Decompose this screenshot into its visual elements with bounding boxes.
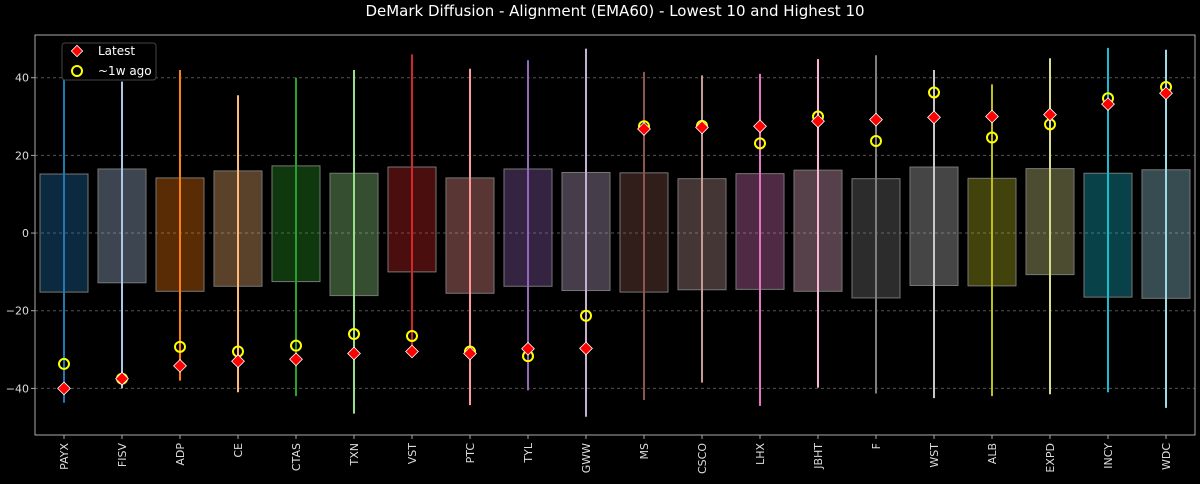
x-tick-label: CTAS: [290, 443, 303, 471]
latest-marker-F: [869, 112, 883, 127]
latest-marker-INCY: [1101, 97, 1115, 112]
latest-marker-TXN: [347, 346, 361, 361]
markers: [57, 81, 1173, 396]
legend-label-latest: Latest: [98, 44, 135, 58]
x-tick-label: GWW: [580, 443, 593, 473]
x-tick-label: PAYX: [58, 443, 71, 470]
week-ago-marker-WST: [928, 86, 940, 99]
y-tick-label: −40: [6, 382, 29, 395]
week-ago-marker-GWW: [580, 309, 592, 322]
latest-marker-ADP: [173, 358, 187, 373]
legend-diamond-icon: [70, 44, 84, 58]
week-ago-marker-VST: [406, 329, 418, 342]
x-tick-label: WDC: [1160, 443, 1173, 470]
x-tick-label: TYL: [522, 442, 535, 463]
latest-marker-PAYX: [57, 381, 71, 396]
legend-circle-icon: [71, 65, 83, 77]
latest-marker-CTAS: [289, 352, 303, 367]
y-tick-label: 20: [15, 149, 29, 162]
x-tick-label: CSCO: [696, 443, 709, 474]
latest-marker-PTC: [463, 346, 477, 361]
latest-marker-WST: [927, 110, 941, 125]
legend-frame: [61, 42, 157, 81]
week-ago-marker-TXN: [348, 328, 360, 341]
latest-marker-JBHT: [811, 114, 825, 129]
latest-marker-CSCO: [695, 120, 709, 135]
x-tick-label: TXN: [348, 443, 361, 466]
latest-marker-MS: [637, 122, 651, 136]
x-tick-label: JBHT: [812, 443, 825, 470]
latest-marker-GWW: [579, 341, 593, 356]
week-ago-marker-ADP: [174, 340, 186, 353]
latest-marker-TYL: [521, 341, 535, 356]
plot-frame: [34, 34, 1196, 436]
latest-marker-CE: [231, 354, 245, 369]
week-ago-marker-ALB: [986, 131, 998, 144]
week-ago-marker-CTAS: [290, 339, 302, 352]
x-tick-label: EXPD: [1044, 443, 1057, 473]
x-tick-label: ALB: [986, 443, 999, 464]
week-ago-marker-LHX: [754, 137, 766, 150]
boxes: [39, 47, 1191, 417]
x-tick-label: LHX: [754, 443, 767, 465]
chart-title: DeMark Diffusion - Alignment (EMA60) - L…: [365, 2, 864, 20]
x-tick-label: CE: [232, 443, 245, 458]
x-tick-label: MS: [638, 443, 651, 459]
latest-marker-FISV: [115, 371, 129, 386]
x-tick-label: WST: [928, 443, 941, 468]
x-tick-label: VST: [406, 443, 419, 465]
latest-marker-WDC: [1159, 86, 1173, 101]
week-ago-marker-F: [870, 135, 882, 148]
x-tick-label: PTC: [464, 443, 477, 464]
legend: Latest ~1w ago: [61, 42, 157, 81]
x-tick-label: F: [870, 443, 883, 449]
x-tick-label: FISV: [116, 443, 129, 468]
latest-marker-EXPD: [1043, 107, 1057, 122]
latest-marker-VST: [405, 344, 419, 359]
grid: [35, 77, 1195, 389]
legend-label-week-ago: ~1w ago: [98, 64, 152, 78]
latest-marker-ALB: [985, 109, 999, 124]
x-tick-label: INCY: [1102, 443, 1115, 469]
y-tick-label: 40: [15, 72, 29, 85]
x-tick-label: ADP: [174, 443, 187, 466]
x-axis: PAYX FISV ADP CE CTAS TXN VST PTC TYL GWW MS CSCO LH…: [58, 435, 1173, 474]
y-tick-label: 0: [22, 227, 29, 240]
latest-marker-LHX: [753, 119, 767, 134]
y-axis: −40 −20 0 20 40: [6, 72, 35, 395]
y-tick-label: −20: [6, 305, 29, 318]
week-ago-marker-PAYX: [58, 357, 70, 370]
